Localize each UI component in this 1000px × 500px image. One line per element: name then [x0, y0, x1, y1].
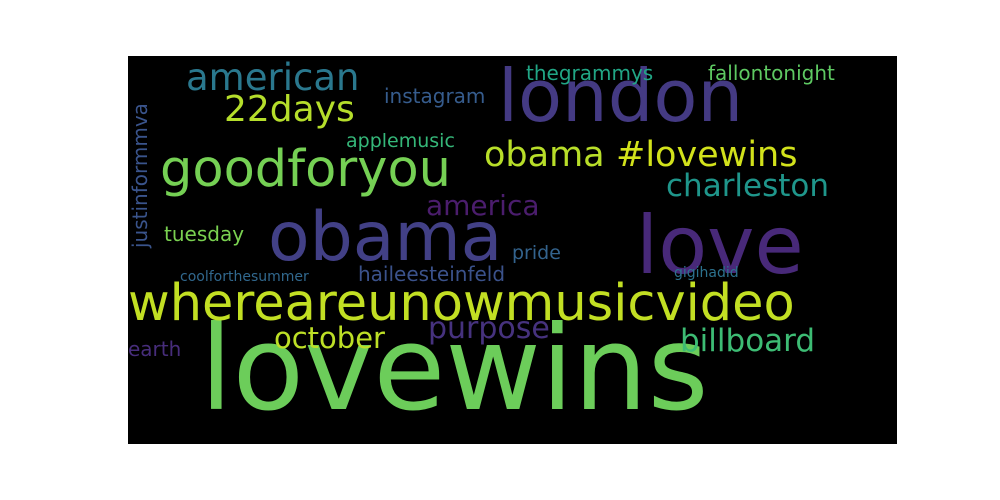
word-london: london [498, 56, 744, 138]
word-gigihadid: gigihadid [674, 265, 739, 281]
word-cloud-canvas: lovewins love london obama whereareunowm… [128, 56, 897, 444]
word-instagram: instagram [384, 84, 486, 108]
word-america: america [426, 189, 540, 222]
word-obama-small: obama [484, 135, 605, 175]
word-goodforyou: goodforyou [160, 140, 451, 199]
word-thegrammys: thegrammys [526, 61, 654, 85]
word-fallontonight: fallontonight [708, 61, 835, 85]
word-haileesteinfeld: haileesteinfeld [358, 262, 506, 286]
word-applemusic: applemusic [346, 130, 455, 152]
word-purpose: purpose [428, 311, 550, 346]
word-charleston: charleston [666, 168, 830, 204]
word-american: american [186, 56, 360, 99]
word-justinformmva: justinformmva [128, 103, 152, 248]
word-pride: pride [512, 242, 561, 264]
word-october: october [274, 321, 385, 355]
word-love: love [636, 199, 804, 292]
word-obama-large: obama [268, 198, 503, 277]
word-billboard: billboard [680, 323, 816, 359]
word-hashtag-lovewins: #lovewins [616, 135, 798, 175]
word-earth: earth [128, 337, 182, 361]
word-lovewins: lovewins [200, 300, 709, 437]
word-tuesday: tuesday [164, 222, 245, 246]
word-coolforthesummer: coolforthesummer [180, 269, 309, 285]
word-22days: 22days [224, 89, 355, 130]
word-whereareunowmusicvideo: whereareunowmusicvideo [128, 274, 795, 333]
